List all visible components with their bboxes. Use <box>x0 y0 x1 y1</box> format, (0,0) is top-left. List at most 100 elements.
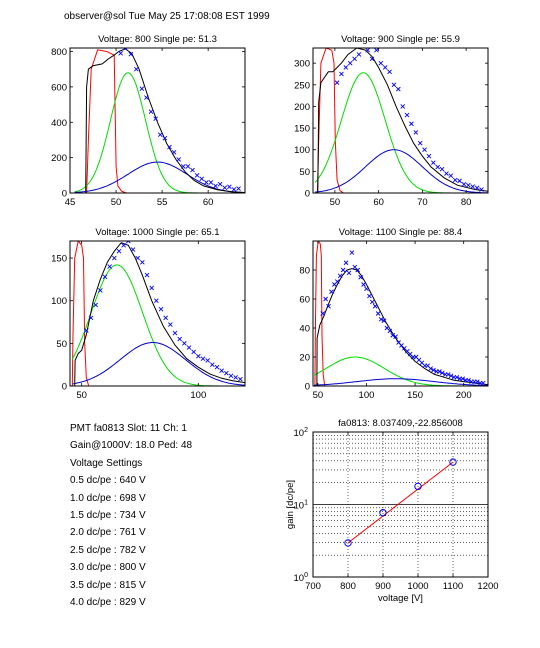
data-point <box>378 60 384 66</box>
data-point <box>185 164 191 169</box>
data-point <box>334 80 340 85</box>
x-tick-label: 70 <box>417 197 428 208</box>
voltage-setting: 1.0 dc/pe : 698 V <box>70 492 146 504</box>
data-point <box>102 274 108 280</box>
data-point <box>387 69 392 75</box>
voltage-settings-title: Voltage Settings <box>70 457 143 469</box>
x-tick-label: 800 <box>340 581 356 592</box>
data-point <box>340 267 346 273</box>
data-point <box>149 285 154 291</box>
voltage-setting: 3.0 dc/pe : 800 V <box>70 562 146 574</box>
data-point <box>358 274 363 280</box>
pmt-info-panel: PMT fa0813 Slot: 11 Ch: 1 Gain@1000V: 18… <box>70 420 192 611</box>
data-point <box>437 369 442 374</box>
data-point <box>334 279 340 284</box>
data-point <box>400 104 406 109</box>
plot-area <box>313 241 488 386</box>
data-point <box>135 255 140 261</box>
data-point <box>387 328 393 334</box>
data-point <box>480 380 486 386</box>
y-tick-label: 50 <box>299 167 310 178</box>
data-point <box>224 370 229 376</box>
data-point <box>361 282 366 287</box>
data-point <box>126 241 131 244</box>
data-point <box>144 272 150 278</box>
data-point <box>444 171 449 176</box>
axes-frame <box>69 240 246 387</box>
y-tick-label: 0 <box>305 189 310 200</box>
data-point <box>390 332 396 338</box>
data-point <box>391 82 397 88</box>
axes-frame <box>69 47 246 194</box>
y-tick-label: 300 <box>294 59 310 70</box>
y-tick-label: 0 <box>62 382 67 393</box>
data-point <box>439 166 445 172</box>
multi_pe-curve <box>74 161 245 193</box>
data-point <box>172 330 178 336</box>
data-point <box>194 172 200 178</box>
data-point <box>367 293 372 299</box>
data-point <box>167 144 172 150</box>
data-point <box>448 173 454 179</box>
data-point <box>88 315 94 321</box>
x-tick-label: 50 <box>313 390 324 401</box>
chart-panel: 50 60 70 80 0 50 100 150 200 250 300 Voltage: 900 S… <box>294 34 489 208</box>
single_pe-curve <box>71 264 245 386</box>
gain-point <box>414 482 422 491</box>
header-timestamp: observer@sol Tue May 25 17:08:08 EST 199… <box>64 11 270 22</box>
fit_total-curve <box>72 242 245 386</box>
data-point <box>191 349 196 355</box>
x-tick-label: 100 <box>190 390 206 401</box>
data-point <box>378 316 384 322</box>
data-point <box>349 250 355 255</box>
x-tick-label: 100 <box>359 390 375 401</box>
y-tick-label: 100 <box>294 145 310 156</box>
y-tick-label: 400 <box>51 118 67 129</box>
chart-title: Voltage: 800 Single pe: 51.3 <box>98 34 217 45</box>
x-tick-label: 900 <box>375 581 391 592</box>
data-point <box>162 135 168 141</box>
data-point <box>210 362 215 367</box>
data-point <box>157 132 163 137</box>
data-point <box>430 160 436 166</box>
data-point <box>208 180 214 185</box>
x-tick-label: 60 <box>373 197 384 208</box>
single_pe-curve <box>74 72 245 193</box>
chart-title: Voltage: 1000 Single pe: 65.1 <box>95 227 219 238</box>
voltage-setting: 2.5 dc/pe : 782 V <box>70 544 146 556</box>
data-point <box>139 86 145 91</box>
data-point <box>130 247 136 252</box>
data-point <box>213 183 218 189</box>
y-tick-label: 50 <box>56 339 67 350</box>
data-point <box>461 182 467 187</box>
y-tick-label: 0 <box>305 382 310 393</box>
data-point <box>153 116 158 122</box>
x-tick-label: 150 <box>407 390 423 401</box>
x-tick-label: 1200 <box>477 581 498 592</box>
voltage-setting: 1.5 dc/pe : 734 V <box>70 510 146 522</box>
data-point <box>393 334 398 340</box>
chart-title: fa0813: 8.037409,-22.856008 <box>338 418 463 429</box>
data-point <box>203 180 209 185</box>
data-point <box>144 95 149 100</box>
y-tick-label: 40 <box>299 324 310 335</box>
data-point <box>236 186 241 191</box>
data-point <box>107 264 112 269</box>
y-tick-label: 200 <box>51 153 67 164</box>
data-point <box>375 311 381 316</box>
data-point <box>470 184 476 189</box>
data-point <box>382 65 388 70</box>
x-tick-label: 1000 <box>407 581 428 592</box>
data-point <box>180 164 186 169</box>
y-tick-label: 102 <box>294 427 309 439</box>
y-tick-exponent: 1 <box>304 500 308 507</box>
data-point <box>339 71 344 77</box>
y-tick-exponent: 0 <box>304 572 308 579</box>
voltage-setting: 4.0 dc/pe : 829 V <box>70 597 146 609</box>
y-tick-label: 20 <box>299 353 310 364</box>
data-point <box>431 367 436 373</box>
data-point <box>231 187 237 192</box>
data-point <box>238 376 243 382</box>
x-axis-label: voltage [V] <box>378 593 423 604</box>
data-point <box>479 187 484 192</box>
